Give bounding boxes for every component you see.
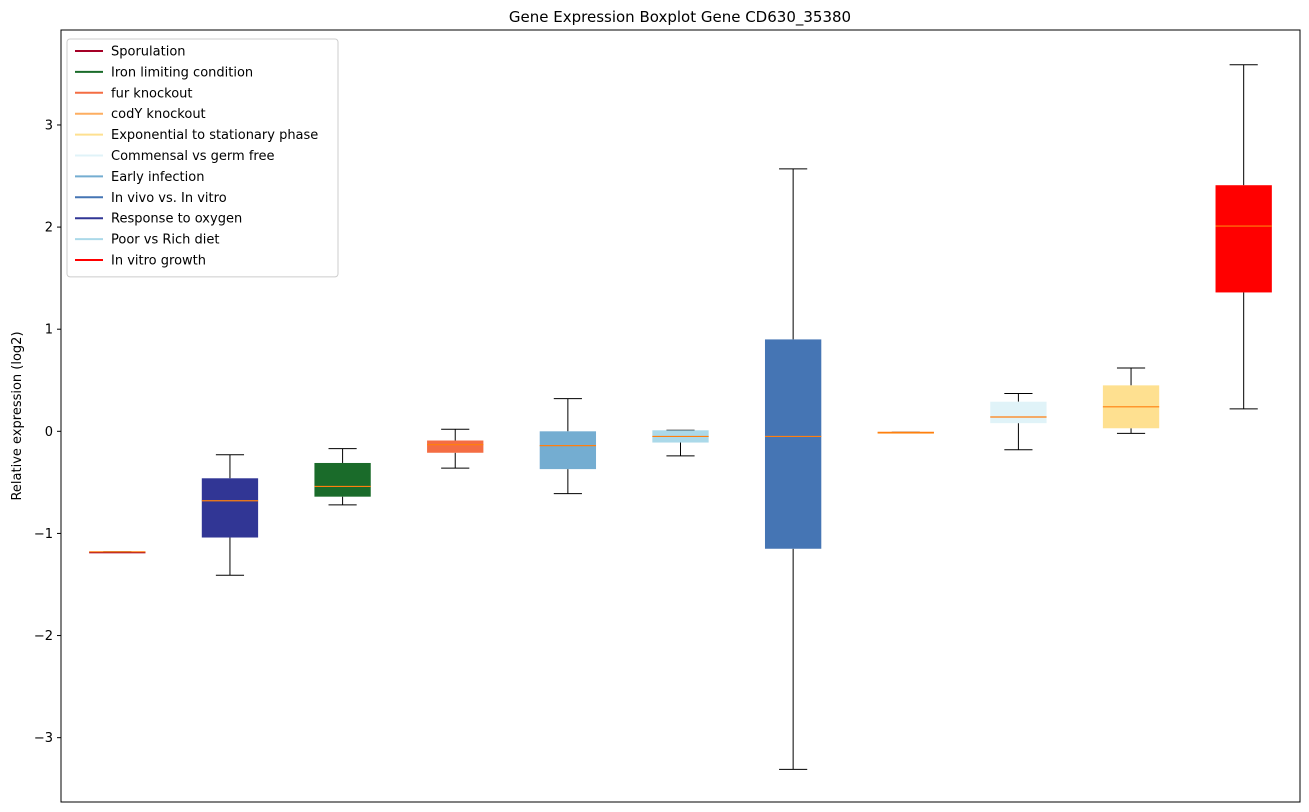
y-tick-label: 0 <box>45 425 53 440</box>
legend-label: Commensal vs germ free <box>111 149 274 164</box>
legend-label: codY knockout <box>111 107 206 122</box>
legend-label: Poor vs Rich diet <box>111 233 219 248</box>
box-body <box>990 401 1047 424</box>
legend-label: Early infection <box>111 170 204 185</box>
box-11 <box>1215 64 1272 410</box>
box-body <box>539 431 597 470</box>
box-body <box>877 432 934 434</box>
box-body <box>201 478 259 538</box>
legend-label: In vitro growth <box>111 254 206 269</box>
legend-frame <box>66 38 339 278</box>
y-tick-label: 2 <box>45 221 53 236</box>
box-5 <box>539 398 597 495</box>
legend-label: Iron limiting condition <box>111 65 253 80</box>
y-tick-label: −3 <box>34 731 53 746</box>
box-3 <box>314 448 371 506</box>
plot-frame <box>60 29 1301 803</box>
box-body <box>427 440 484 453</box>
y-tick-label: −1 <box>34 527 53 542</box>
box-8 <box>877 431 934 434</box>
box-2 <box>201 454 259 576</box>
box-10 <box>1102 367 1160 434</box>
legend-label: Exponential to stationary phase <box>111 128 318 143</box>
chart-title: Gene Expression Boxplot Gene CD630_35380 <box>509 8 851 27</box>
box-9 <box>990 393 1047 451</box>
y-tick-label: 3 <box>45 118 53 133</box>
box-4 <box>427 428 484 469</box>
y-tick-label: −2 <box>34 629 53 644</box>
y-axis-ticks: −3 −2 −1 0 1 2 3 <box>34 118 61 746</box>
y-tick-label: 1 <box>45 323 53 338</box>
box-7 <box>764 168 822 770</box>
legend-label: In vivo vs. In vitro <box>111 191 227 206</box>
legend: Sporulation Iron limiting condition fur kn… <box>66 38 339 278</box>
box-6 <box>652 429 709 457</box>
legend-label: Sporulation <box>111 45 186 60</box>
box-1 <box>89 551 146 554</box>
box-body <box>1215 185 1272 293</box>
box-body <box>764 339 822 549</box>
boxes-layer <box>89 64 1272 770</box>
box-body <box>89 551 146 554</box>
legend-label: Response to oxygen <box>111 212 242 227</box>
y-axis-label: Relative expression (log2) <box>10 331 25 500</box>
legend-label: fur knockout <box>111 86 193 101</box>
box-body <box>314 462 371 497</box>
